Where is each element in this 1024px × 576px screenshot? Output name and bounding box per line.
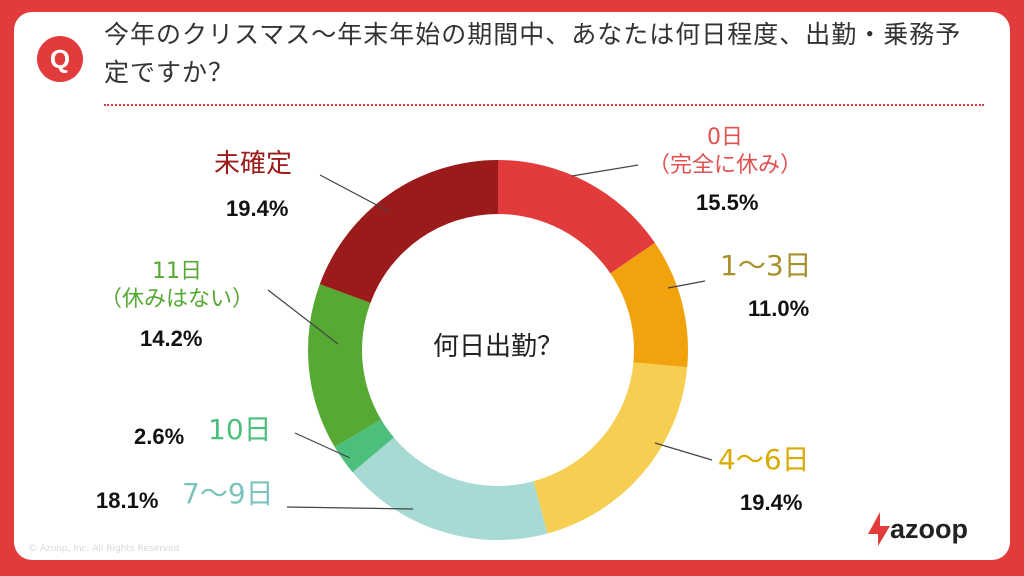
donut-slice-0 — [498, 160, 655, 274]
card — [14, 12, 1010, 560]
pct-0-days: 15.5% — [696, 190, 759, 215]
leader-line — [654, 442, 713, 461]
pct-7-9-days: 18.1% — [96, 488, 159, 513]
donut-slice-4 — [334, 419, 394, 473]
pct-4-6-days: 19.4% — [740, 490, 803, 515]
label-4-6-days: 4〜6日 — [718, 443, 810, 476]
question-badge: Q — [37, 36, 83, 82]
donut-slice-5 — [308, 284, 382, 448]
donut-slice-3 — [352, 437, 548, 541]
leader-line — [294, 432, 351, 459]
donut-slice-2 — [533, 362, 688, 534]
label-11-days-title: 11日 — [152, 259, 202, 284]
pct-undecided: 19.4% — [226, 196, 289, 221]
label-0-days: 0日 （完全に休み） — [640, 124, 810, 180]
label-11-days: 11日 （休みはない） — [82, 258, 272, 314]
question-title: 今年のクリスマス〜年末年始の期間中、あなたは何日程度、出勤・乗務予定ですか？ — [104, 20, 962, 87]
leader-line — [667, 280, 706, 289]
logo-bolt-icon — [868, 512, 890, 546]
donut-slice-1 — [610, 242, 689, 368]
label-1-3-days: 1〜3日 — [720, 249, 812, 282]
label-0-days-title: 0日 — [707, 125, 743, 150]
pct-1-3-days: 11.0% — [748, 296, 810, 321]
label-undecided: 未確定 — [214, 149, 293, 179]
copyright: © Azoop, Inc. All Rights Reserved — [28, 544, 180, 554]
label-10-days: 10日 — [208, 413, 272, 446]
label-11-days-sub: （休みはない） — [99, 287, 254, 312]
pct-10-days: 2.6% — [134, 424, 185, 449]
center-label: 何日出勤？ — [432, 332, 563, 362]
label-0-days-sub: （完全に休み） — [647, 153, 802, 178]
donut-slice-6 — [319, 160, 498, 303]
leader-line — [319, 174, 391, 213]
logo-text: azoop — [890, 513, 968, 544]
label-7-9-days: 7〜9日 — [182, 477, 274, 510]
leader-line — [267, 289, 339, 345]
dotted-divider — [104, 104, 984, 106]
leader-line — [286, 506, 414, 510]
leader-line — [571, 164, 639, 177]
azoop-logo: azoop — [868, 512, 968, 546]
pct-11-days: 14.2% — [140, 326, 203, 351]
